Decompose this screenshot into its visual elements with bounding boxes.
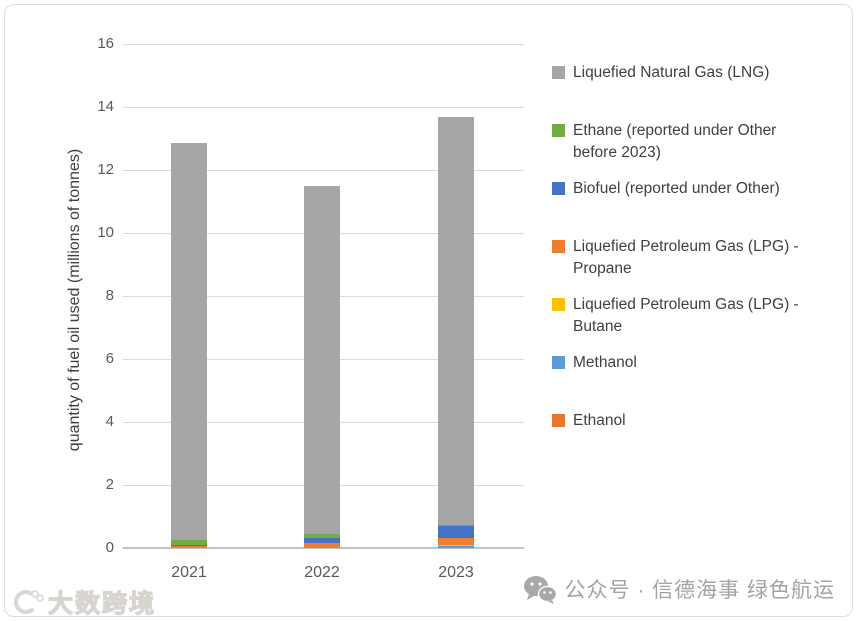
bar-segment-2023: [438, 117, 474, 525]
legend-swatch: [552, 124, 565, 137]
legend-item: Ethanol: [552, 410, 819, 432]
legend-item: Liquefied Petroleum Gas (LPG) - Propane: [552, 236, 819, 280]
dashu-kuajing-logo: [14, 590, 44, 614]
bar-segment-2021: [171, 544, 207, 547]
legend-swatch: [552, 356, 565, 369]
legend-label: Liquefied Petroleum Gas (LPG) - Propane: [573, 238, 799, 277]
bottom-right-watermark: 公众号 · 信德海事 绿色航运: [523, 574, 836, 604]
legend-swatch: [552, 414, 565, 427]
bottom-right-watermark-text: 公众号 · 信德海事 绿色航运: [564, 579, 835, 602]
bar-segment-2022: [304, 533, 340, 539]
bar-segment-2022: [304, 538, 340, 544]
legend-label: Liquefied Natural Gas (LNG): [573, 64, 770, 81]
y-tick-label: 4: [105, 413, 114, 430]
y-tick-label: 16: [97, 35, 114, 52]
legend-label: Ethane (reported under Other before 2023…: [573, 122, 777, 161]
legend-swatch: [552, 182, 565, 195]
bar-segment-2023: [438, 524, 474, 526]
y-tick-label: 8: [105, 287, 114, 304]
y-tick-label: 12: [97, 161, 114, 178]
x-tick-label: 2023: [438, 564, 474, 581]
x-axis-line: [123, 547, 524, 549]
y-tick-label: 0: [105, 539, 114, 556]
bottom-left-watermark-text: 大数跨境: [47, 589, 157, 618]
bar-segment-2023: [438, 544, 474, 547]
legend-swatch: [552, 66, 565, 79]
bar-segment-2022: [304, 543, 340, 548]
legend-swatch: [552, 240, 565, 253]
bar-segment-2021: [171, 546, 207, 548]
gridline: [123, 106, 524, 108]
y-tick-label: 6: [105, 350, 114, 367]
legend-item: Ethane (reported under Other before 2023…: [552, 120, 819, 164]
bar-segment-2023: [438, 546, 474, 548]
bar-segment-2021: [171, 143, 207, 541]
bottom-left-watermark: 大数跨境: [10, 584, 156, 620]
legend-item: Methanol: [552, 352, 819, 374]
legend-label: Biofuel (reported under Other): [573, 180, 780, 197]
legend-label: Liquefied Petroleum Gas (LPG) - Butane: [573, 296, 799, 335]
x-tick-label: 2021: [171, 564, 207, 581]
bar-segment-2023: [438, 537, 474, 545]
bar-segment-2023: [438, 525, 474, 538]
legend-item: Liquefied Natural Gas (LNG): [552, 62, 819, 84]
legend-label: Ethanol: [573, 412, 626, 429]
legend-item: Liquefied Petroleum Gas (LPG) - Butane: [552, 294, 819, 338]
legend-label: Methanol: [573, 354, 637, 371]
y-tick-label: 2: [105, 476, 114, 493]
legend-item: Biofuel (reported under Other): [552, 178, 819, 200]
wechat-icon: [523, 575, 557, 604]
x-tick-label: 2022: [304, 564, 340, 581]
y-tick-label: 14: [97, 98, 114, 115]
gridline: [123, 169, 524, 171]
bar-segment-2022: [304, 185, 340, 534]
y-tick-label: 10: [97, 224, 114, 241]
gridline: [123, 43, 524, 45]
legend-swatch: [552, 298, 565, 311]
bar-segment-2021: [171, 540, 207, 545]
